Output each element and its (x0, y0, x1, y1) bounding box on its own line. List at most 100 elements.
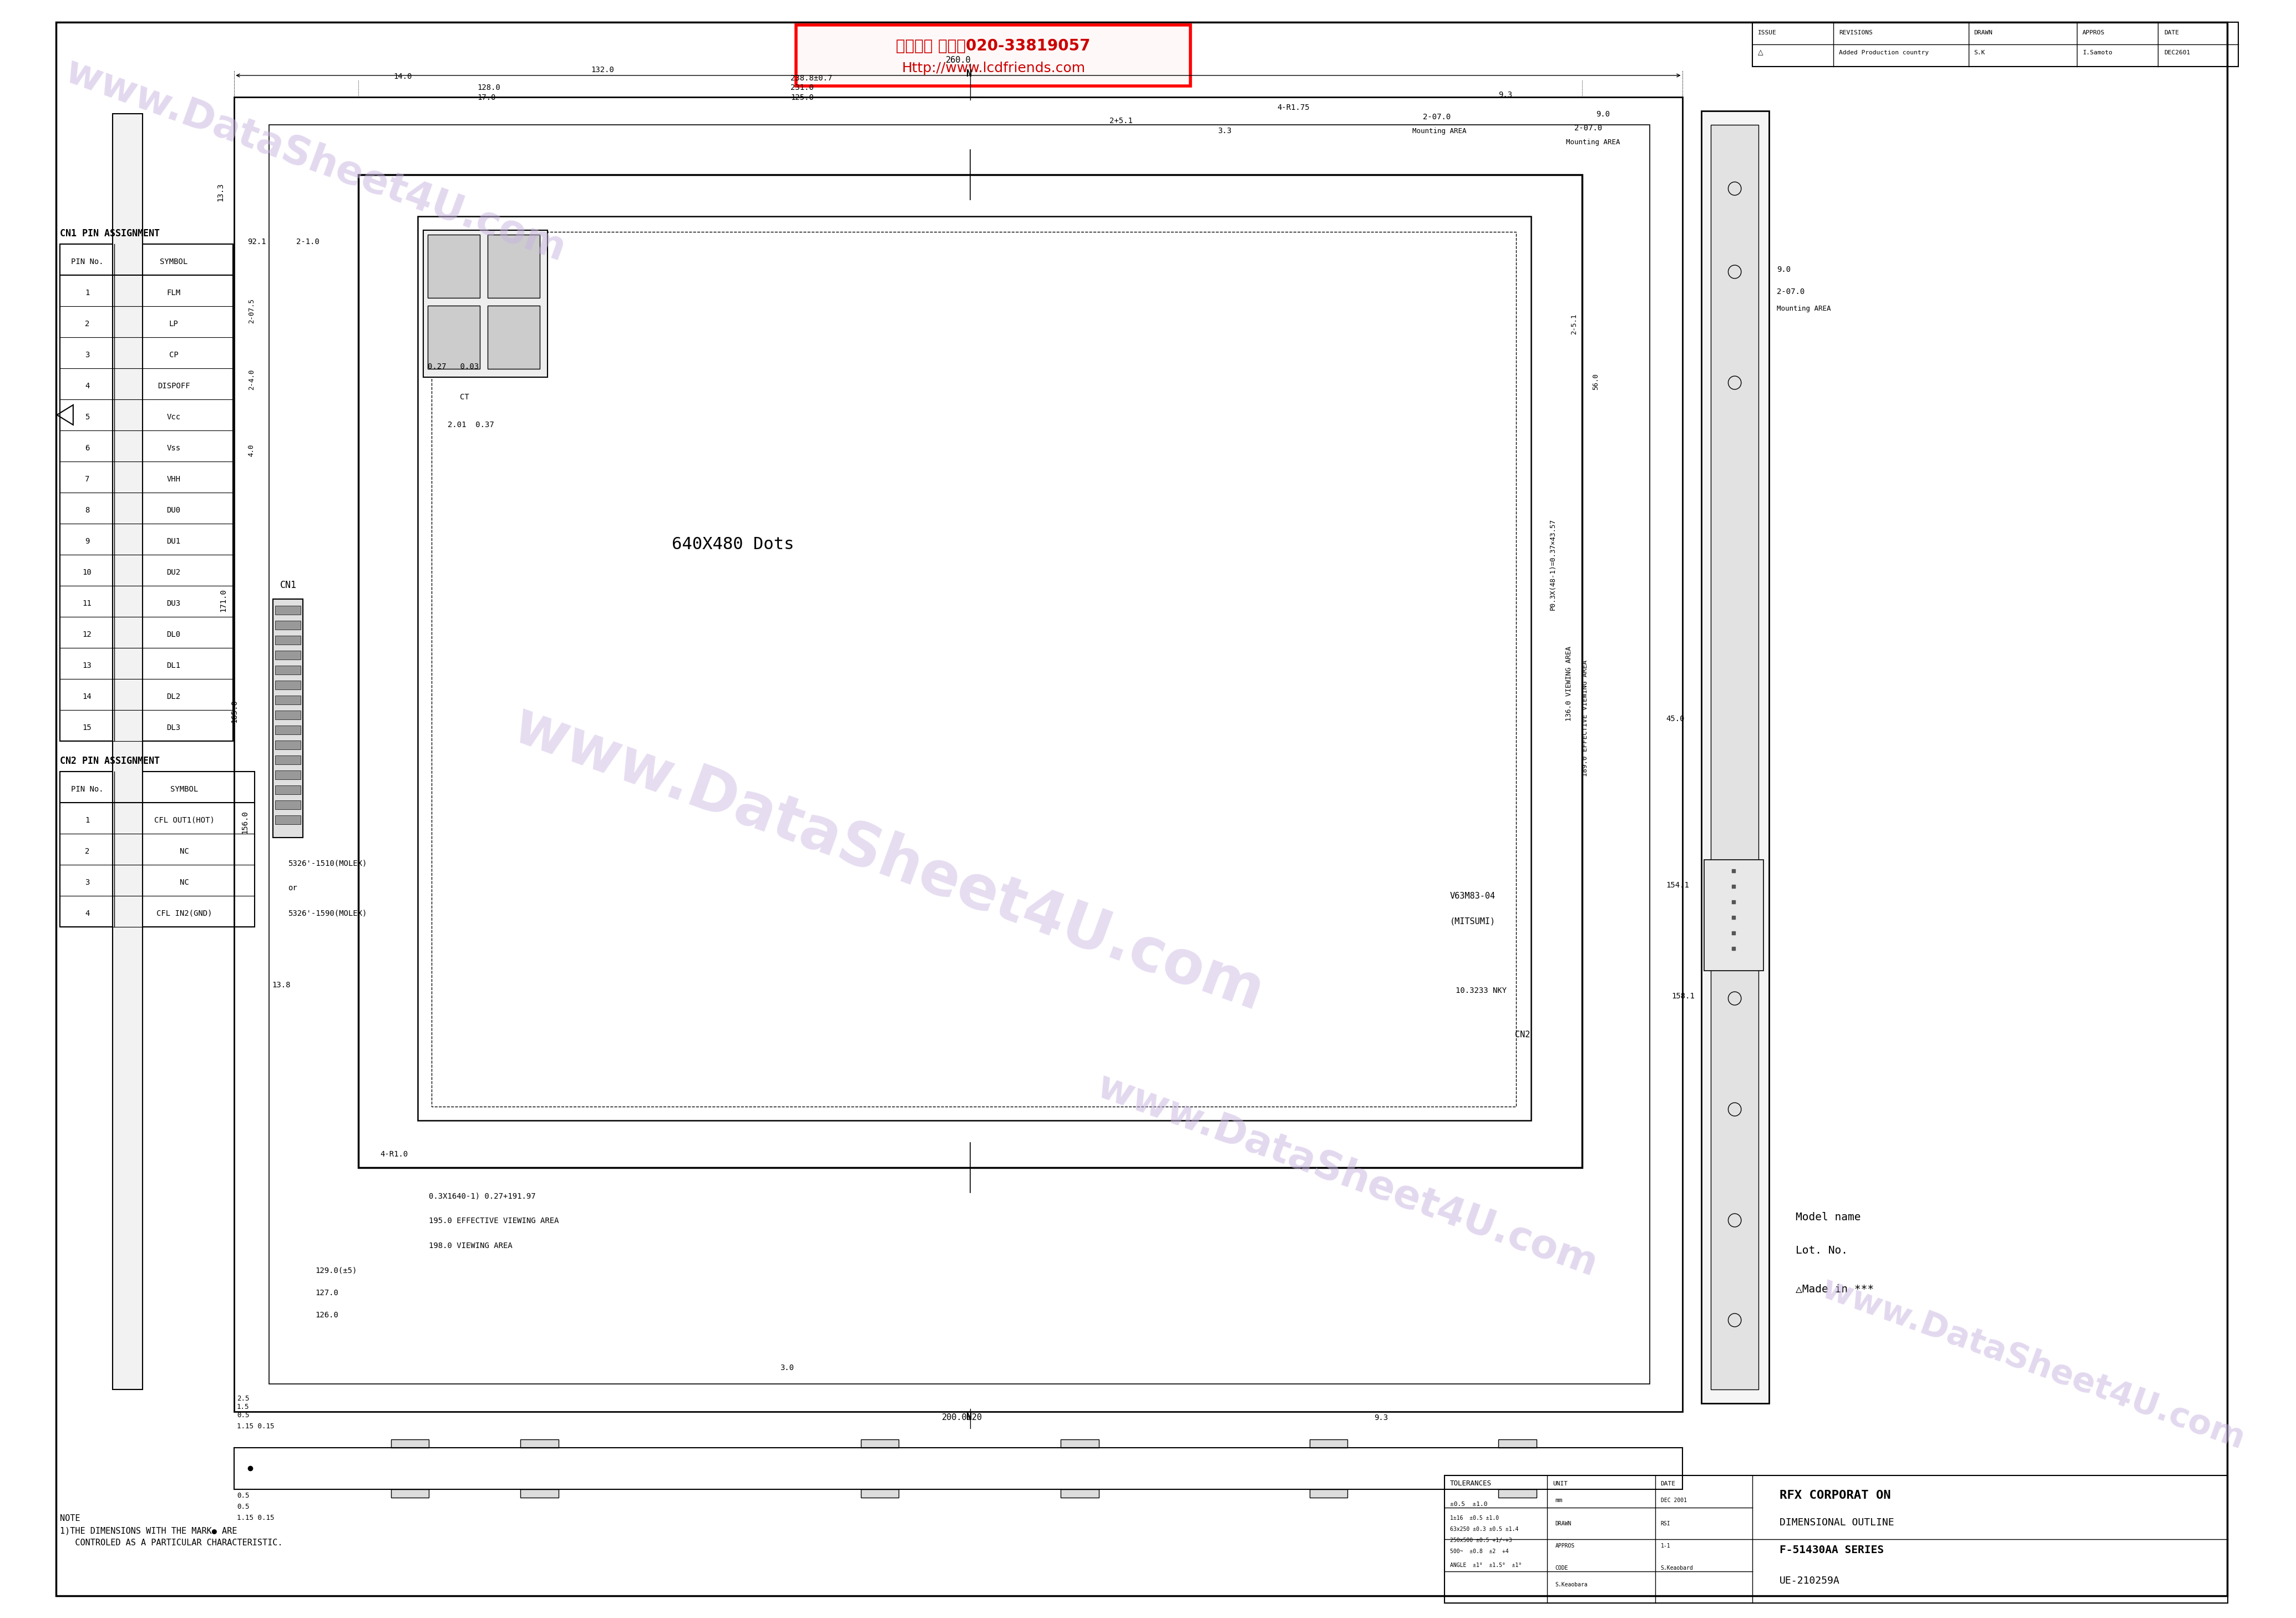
Text: SYMBOL: SYMBOL (161, 257, 188, 265)
Text: 1.5: 1.5 (236, 1403, 250, 1411)
Text: 4-R1.0: 4-R1.0 (381, 1150, 409, 1158)
Text: NC: NC (179, 879, 188, 887)
Bar (861, 1440, 898, 1448)
Bar (276, 650, 301, 660)
Text: 92.1: 92.1 (248, 238, 266, 246)
Bar (521, 1440, 558, 1448)
Text: Mounting AREA: Mounting AREA (1412, 128, 1467, 134)
Text: Lot. No.: Lot. No. (1795, 1246, 1848, 1256)
Text: www.DataSheet4U.com: www.DataSheet4U.com (505, 696, 1272, 1023)
Text: CP: CP (170, 351, 179, 359)
Text: 198.0 VIEWING AREA: 198.0 VIEWING AREA (429, 1243, 512, 1249)
Text: 8: 8 (85, 506, 90, 515)
Text: Model name: Model name (1795, 1212, 1862, 1223)
Text: (MITSUMI): (MITSUMI) (1451, 917, 1495, 925)
Text: 9.0: 9.0 (1777, 265, 1791, 273)
Bar (1752, 23, 2239, 66)
Text: 5326'-1590(MOLEX): 5326'-1590(MOLEX) (289, 909, 367, 917)
Text: 2-07.0: 2-07.0 (1777, 288, 1805, 296)
Text: 1.15 0.15: 1.15 0.15 (236, 1422, 273, 1430)
Text: 126.0: 126.0 (315, 1311, 338, 1319)
Bar (487, 235, 540, 298)
Bar (276, 815, 301, 824)
Text: 2-1.0: 2-1.0 (296, 238, 319, 246)
Text: 2-07.0: 2-07.0 (1575, 125, 1603, 133)
Text: 4-R1.75: 4-R1.75 (1277, 104, 1309, 112)
Text: 136.0 VIEWING AREA: 136.0 VIEWING AREA (1566, 646, 1573, 722)
Text: DL2: DL2 (168, 693, 181, 701)
Bar (113, 113, 142, 1390)
Text: 500~  ±0.8  ±2  +4: 500~ ±0.8 ±2 +4 (1451, 1548, 1508, 1555)
Text: 9.3: 9.3 (1499, 91, 1513, 99)
Text: 2-5.1: 2-5.1 (1570, 314, 1577, 335)
Bar (1701, 112, 1768, 1403)
Text: PIN No.: PIN No. (71, 257, 103, 265)
Text: CFL IN2(GND): CFL IN2(GND) (156, 909, 211, 917)
Text: 3: 3 (85, 879, 90, 887)
Text: VHH: VHH (168, 476, 181, 484)
Bar (60, 772, 255, 927)
Text: Vss: Vss (168, 445, 181, 451)
Text: I.Samoto: I.Samoto (2082, 50, 2112, 55)
Text: 154.1: 154.1 (1667, 882, 1690, 890)
Text: DL0: DL0 (168, 631, 181, 639)
Bar (432, 231, 1515, 1107)
Text: 10: 10 (83, 568, 92, 576)
Bar (1704, 859, 1763, 971)
Text: 128.0: 128.0 (478, 84, 501, 92)
Text: REVISIONS: REVISIONS (1839, 31, 1874, 36)
Text: 5: 5 (85, 413, 90, 421)
Text: 2-4.0: 2-4.0 (248, 369, 255, 390)
Text: 2: 2 (85, 320, 90, 328)
Text: 3: 3 (85, 351, 90, 359)
Text: 9: 9 (85, 537, 90, 545)
Text: 0.27   0.03: 0.27 0.03 (427, 362, 478, 371)
Bar (1499, 1489, 1536, 1498)
Text: P0.3X(48-1)=0.37×43.57: P0.3X(48-1)=0.37×43.57 (1550, 519, 1557, 610)
Bar (390, 1489, 429, 1498)
Text: DATE: DATE (1660, 1480, 1676, 1487)
Text: 250x500 ±0.5 +1/-+3: 250x500 ±0.5 +1/-+3 (1451, 1537, 1511, 1544)
Text: Mounting AREA: Mounting AREA (1777, 306, 1830, 312)
Bar (276, 801, 301, 809)
Text: APPROS: APPROS (1554, 1544, 1575, 1548)
Bar (358, 175, 1582, 1168)
Text: 2-07.5: 2-07.5 (248, 298, 255, 324)
Text: DATE: DATE (2165, 31, 2179, 36)
Text: DRAWN: DRAWN (1975, 31, 1993, 36)
Text: DISPOFF: DISPOFF (158, 382, 191, 390)
Bar (1061, 1440, 1100, 1448)
Bar (861, 1489, 898, 1498)
Text: 195.0 EFFECTIVE VIEWING AREA: 195.0 EFFECTIVE VIEWING AREA (429, 1217, 558, 1225)
Text: 63x250 ±0.3 ±0.5 ±1.4: 63x250 ±0.3 ±0.5 ±1.4 (1451, 1526, 1518, 1532)
Text: 1±16  ±0.5 ±1.0: 1±16 ±0.5 ±1.0 (1451, 1516, 1499, 1521)
Bar (427, 306, 480, 369)
Text: 238.8±0.7: 238.8±0.7 (790, 74, 833, 83)
Text: 171.0: 171.0 (220, 589, 227, 612)
Text: DEC2601: DEC2601 (2165, 50, 2190, 55)
Bar (418, 217, 1531, 1120)
Text: 640X480 Dots: 640X480 Dots (673, 537, 794, 552)
Text: DRAWN: DRAWN (1554, 1521, 1570, 1526)
Text: 9.0: 9.0 (1596, 110, 1609, 118)
Bar (234, 97, 1683, 1411)
Text: DU3: DU3 (168, 600, 181, 607)
Text: 14: 14 (83, 693, 92, 701)
Text: 0.3X1640-1) 0.27+191.97: 0.3X1640-1) 0.27+191.97 (429, 1192, 535, 1201)
Text: NC: NC (179, 848, 188, 856)
Text: 7: 7 (85, 476, 90, 484)
Text: CT: CT (459, 393, 468, 401)
Text: Http://www.lcdfriends.com: Http://www.lcdfriends.com (902, 61, 1086, 74)
Text: 1: 1 (85, 817, 90, 824)
Text: DEC 2001: DEC 2001 (1660, 1498, 1688, 1503)
Text: 2-07.0: 2-07.0 (1424, 113, 1451, 121)
Bar (276, 770, 301, 780)
Text: 45.0: 45.0 (1667, 715, 1685, 723)
Text: CN2 PIN ASSIGNMENT: CN2 PIN ASSIGNMENT (60, 756, 161, 765)
Text: 6: 6 (85, 445, 90, 451)
Text: DU1: DU1 (168, 537, 181, 545)
Text: 4: 4 (85, 909, 90, 917)
Bar (521, 1489, 558, 1498)
Text: www.DataSheet4U.com: www.DataSheet4U.com (1818, 1272, 2250, 1456)
Text: TOLERANCES: TOLERANCES (1451, 1480, 1492, 1487)
